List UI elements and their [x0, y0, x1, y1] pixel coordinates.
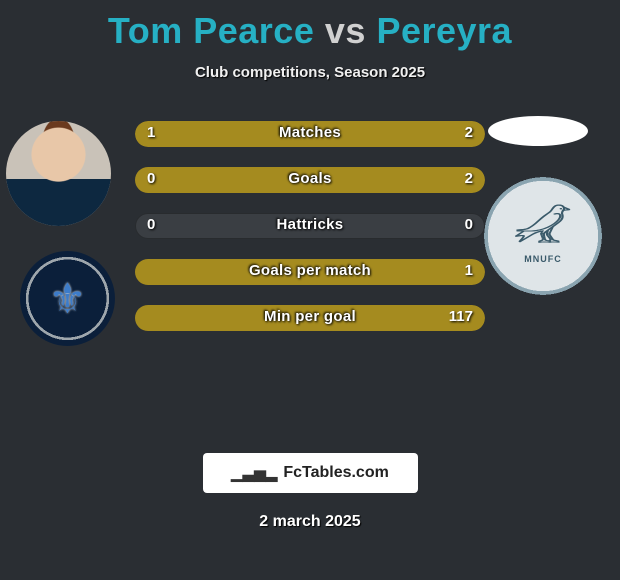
- stat-label: Hattricks: [135, 216, 485, 233]
- watermark-text: FcTables.com: [283, 464, 389, 482]
- player1-head-graphic: [6, 121, 111, 226]
- comparison-content: 𓅩 MNUFC 12Matches 02Goals 00Hattricks 1Goal…: [0, 121, 620, 441]
- stat-row-matches: 12Matches: [135, 121, 485, 147]
- stat-label: Goals per match: [135, 262, 485, 279]
- title-player1: Tom Pearce: [108, 10, 314, 51]
- comparison-bars: 12Matches 02Goals 00Hattricks 1Goals per ma…: [135, 121, 485, 351]
- chart-icon: ▁▃▅▂: [231, 464, 277, 482]
- title-player2: Pereyra: [376, 10, 512, 51]
- stat-row-hattricks: 00Hattricks: [135, 213, 485, 239]
- stat-row-min-per-goal: 117Min per goal: [135, 305, 485, 331]
- title-vs: vs: [325, 10, 366, 51]
- player1-avatar: [6, 121, 111, 226]
- player2-club-badge: 𓅩 MNUFC: [478, 171, 608, 301]
- stat-label: Goals: [135, 170, 485, 187]
- heron-icon: 𓅩: [513, 208, 573, 256]
- stat-label: Min per goal: [135, 308, 485, 325]
- watermark[interactable]: ▁▃▅▂ FcTables.com: [203, 453, 418, 493]
- player1-club-badge: [20, 251, 115, 346]
- date-label: 2 march 2025: [0, 513, 620, 531]
- stat-row-goals-per-match: 1Goals per match: [135, 259, 485, 285]
- player2-avatar: [488, 116, 588, 146]
- subtitle: Club competitions, Season 2025: [0, 64, 620, 81]
- stat-row-goals: 02Goals: [135, 167, 485, 193]
- stat-label: Matches: [135, 124, 485, 141]
- page-title: Tom Pearce vs Pereyra: [0, 0, 620, 52]
